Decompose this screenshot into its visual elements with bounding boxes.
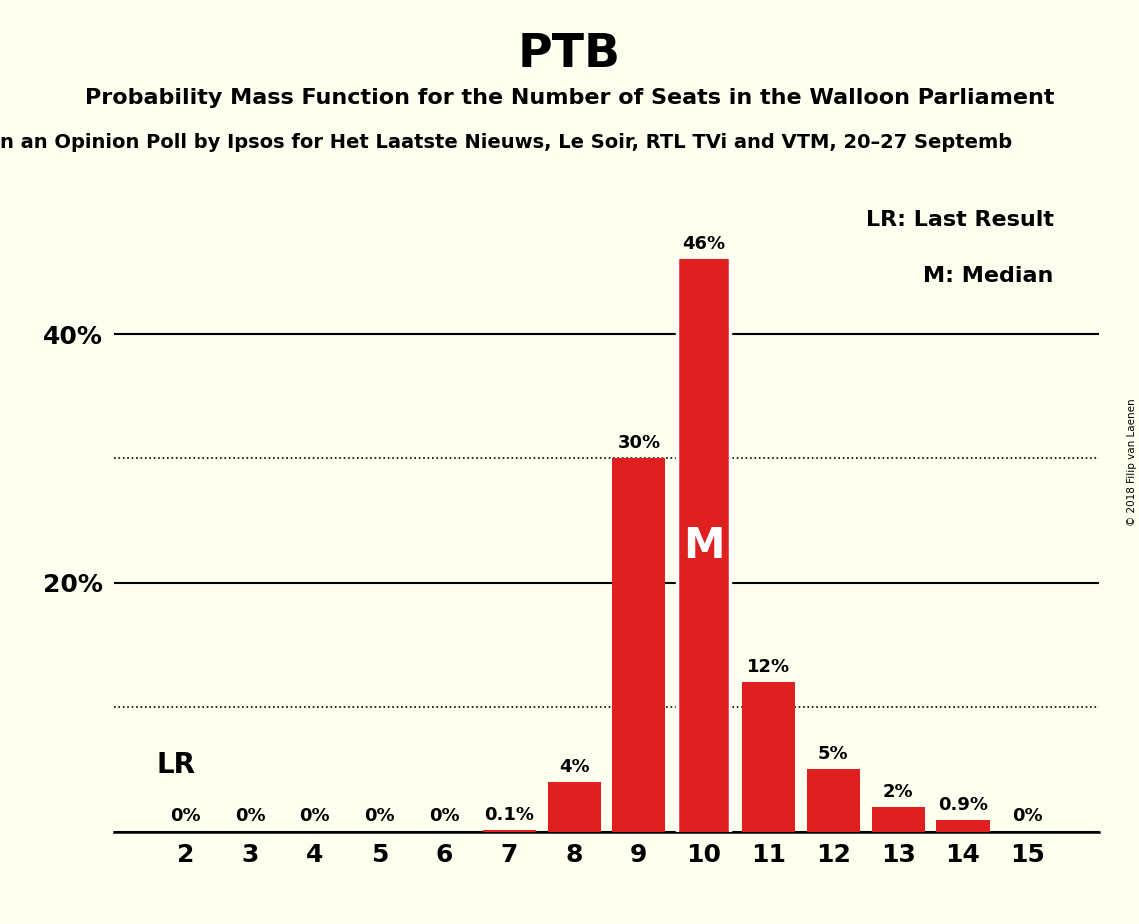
Bar bbox=[548, 782, 600, 832]
Text: 46%: 46% bbox=[682, 236, 726, 253]
Text: 4%: 4% bbox=[559, 758, 589, 775]
Bar bbox=[678, 260, 730, 832]
Text: 0%: 0% bbox=[429, 808, 460, 825]
Text: Probability Mass Function for the Number of Seats in the Walloon Parliament: Probability Mass Function for the Number… bbox=[84, 88, 1055, 108]
Bar bbox=[936, 821, 990, 832]
Text: 12%: 12% bbox=[747, 658, 790, 676]
Text: 0.9%: 0.9% bbox=[939, 796, 988, 814]
Bar bbox=[483, 831, 535, 832]
Bar bbox=[871, 807, 925, 832]
Text: M: Median: M: Median bbox=[924, 266, 1054, 286]
Text: PTB: PTB bbox=[518, 32, 621, 78]
Bar bbox=[806, 770, 860, 832]
Text: 30%: 30% bbox=[617, 434, 661, 452]
Text: © 2018 Filip van Laenen: © 2018 Filip van Laenen bbox=[1126, 398, 1137, 526]
Text: LR: Last Result: LR: Last Result bbox=[866, 210, 1054, 230]
Text: 0%: 0% bbox=[235, 808, 265, 825]
Text: 2%: 2% bbox=[883, 783, 913, 800]
Text: 0%: 0% bbox=[300, 808, 330, 825]
Text: 5%: 5% bbox=[818, 745, 849, 763]
Bar bbox=[613, 458, 665, 832]
Text: 0%: 0% bbox=[1013, 808, 1043, 825]
Text: 0%: 0% bbox=[364, 808, 395, 825]
Text: 0%: 0% bbox=[170, 808, 200, 825]
Bar bbox=[741, 682, 795, 832]
Text: LR: LR bbox=[156, 751, 195, 779]
Text: M: M bbox=[683, 525, 724, 566]
Text: 0.1%: 0.1% bbox=[484, 806, 534, 824]
Text: n an Opinion Poll by Ipsos for Het Laatste Nieuws, Le Soir, RTL TVi and VTM, 20–: n an Opinion Poll by Ipsos for Het Laats… bbox=[0, 133, 1013, 152]
